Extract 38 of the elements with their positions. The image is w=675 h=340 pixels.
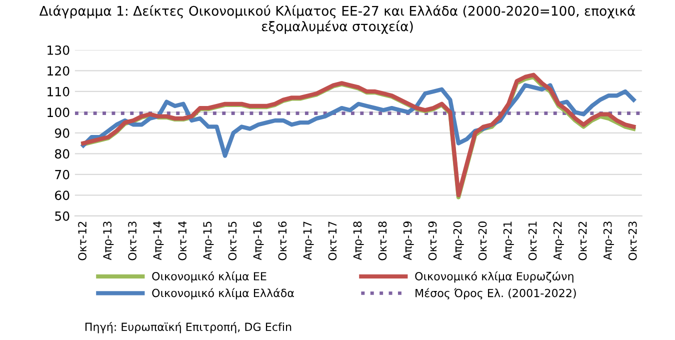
x-tick-label: Οκτ-22 <box>578 222 587 260</box>
x-tick-label: Οκτ-19 <box>428 222 437 260</box>
x-tick-label: Οκτ-14 <box>178 221 187 260</box>
x-tick-label: Οκτ-23 <box>628 222 637 260</box>
x-tick-label: Οκτ-20 <box>478 222 487 260</box>
x-tick-label: Οκτ-17 <box>328 222 337 260</box>
y-tick-label: 70 <box>55 170 70 180</box>
y-tick-label: 90 <box>54 128 70 138</box>
legend-label: Οικονομικό κλίμα ΕΕ <box>152 271 266 283</box>
x-tick-label: Οκτ-13 <box>128 222 137 260</box>
x-tick-label: Απρ-19 <box>403 222 414 260</box>
y-tick-label: 130 <box>48 45 70 55</box>
x-tick-label: Οκτ-15 <box>228 222 237 260</box>
x-tick-label: Οκτ-16 <box>278 221 287 260</box>
y-tick-label: 60 <box>55 190 70 200</box>
x-tick-label: Οκτ-18 <box>378 222 387 260</box>
y-tick-label: 80 <box>55 149 70 159</box>
legend-label: Μέσος Όρος Ελ. (2001-2022) <box>416 288 576 300</box>
y-tick-label: 110 <box>48 86 70 96</box>
chart-title: Διάγραμμα 1: Δείκτες Οικονομικού Κλίματος ΕΕ-27 και Ελλάδα (2000-2020=100, εποχικά εξομαλυμένα στοιχεία) <box>39 5 636 34</box>
x-tick-label: Οκτ-12 <box>78 222 86 260</box>
x-tick-label: Απρ-22 <box>553 222 564 260</box>
x-tick-label: Απρ-13 <box>103 222 114 260</box>
x-tick-label: Απρ-15 <box>203 222 214 260</box>
x-tick-label: Οκτ-21 <box>528 222 537 260</box>
x-tick-label: Απρ-17 <box>303 222 314 260</box>
y-tick-label: 100 <box>48 108 70 118</box>
x-tick-label: Απρ-14 <box>153 221 164 260</box>
x-tick-label: Απρ-16 <box>253 221 264 260</box>
y-tick-label: 120 <box>48 66 70 76</box>
x-tick-label: Απρ-20 <box>453 222 464 260</box>
x-tick-label: Απρ-21 <box>503 222 514 260</box>
legend-label: Οικονομικό κλίμα Ευρωζώνη <box>415 271 574 283</box>
legend-label: Οικονομικό κλίμα Ελλάδα <box>152 288 294 300</box>
x-tick-label: Απρ-18 <box>353 222 364 260</box>
text: Πηγή: Ευρωπαϊκή Επιτροπή, DG Ecfin <box>85 322 292 334</box>
x-tick-label: Απρ-23 <box>603 222 614 260</box>
y-tick-label: 50 <box>55 211 70 221</box>
